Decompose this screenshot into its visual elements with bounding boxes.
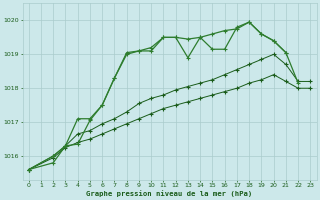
X-axis label: Graphe pression niveau de la mer (hPa): Graphe pression niveau de la mer (hPa)	[86, 190, 253, 197]
